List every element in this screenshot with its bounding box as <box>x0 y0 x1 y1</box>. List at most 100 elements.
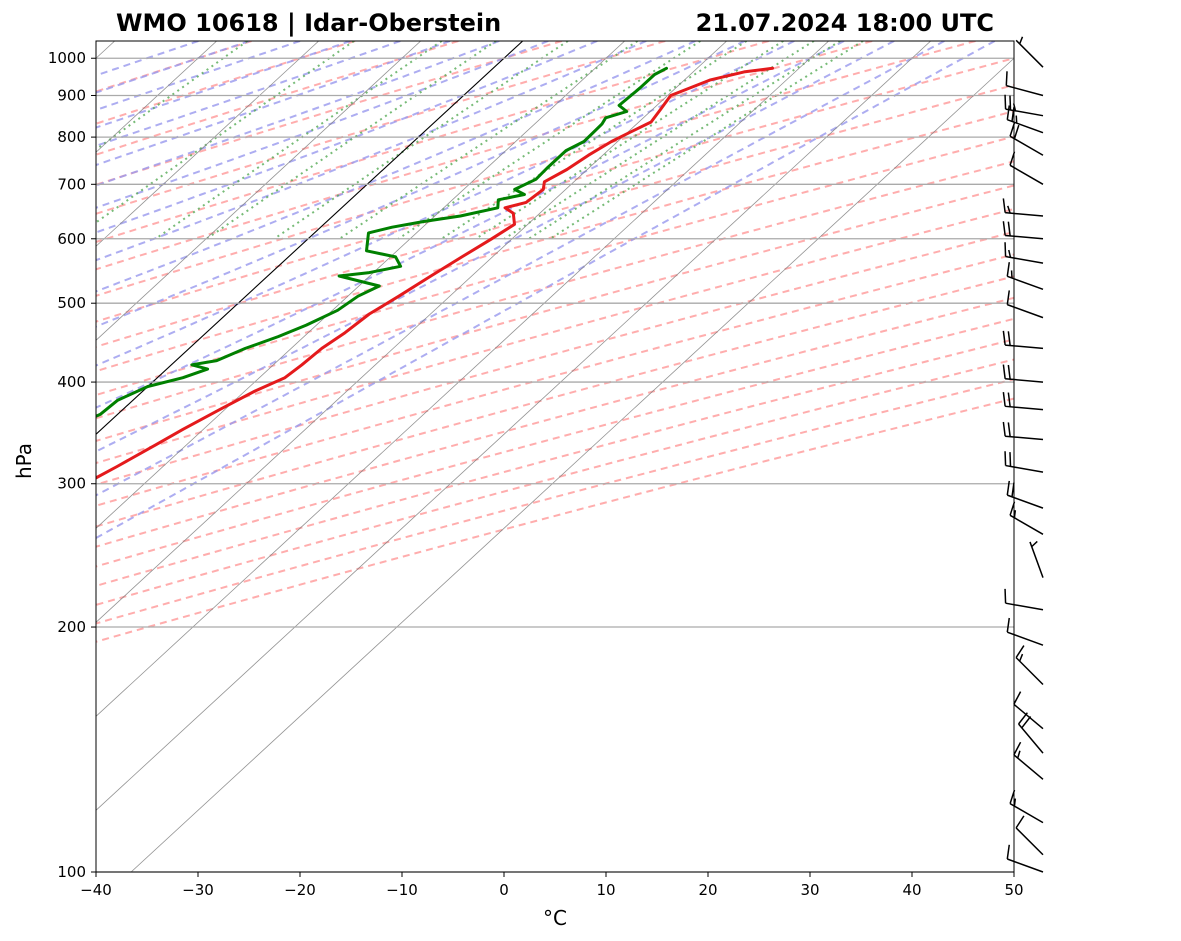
isotherm <box>96 41 319 247</box>
isotherm <box>96 41 829 717</box>
y-tick-label: 100 <box>57 863 86 881</box>
wind-barb <box>1002 198 1044 217</box>
wind-barb <box>1015 36 1044 68</box>
x-tick-label: −40 <box>80 881 112 899</box>
wind-barb <box>1002 221 1044 240</box>
wind-barb <box>1006 105 1044 134</box>
x-tick-label: 10 <box>596 881 615 899</box>
y-tick-label: 400 <box>57 373 86 391</box>
wind-barb <box>1004 451 1044 473</box>
mixing-ratio-line <box>96 41 355 224</box>
dry-adiabat <box>96 296 1014 548</box>
dry-adiabat <box>96 378 1014 625</box>
dry-adiabat <box>96 57 1014 323</box>
wind-barb <box>1009 122 1044 156</box>
sounding-profiles <box>96 66 775 480</box>
pressure-gridlines <box>96 57 1014 873</box>
mixing-ratio-line <box>338 41 638 240</box>
wind-barb <box>1009 501 1044 535</box>
moist-adiabat <box>96 41 895 453</box>
dry-adiabat <box>96 397 1014 643</box>
moist-adiabat <box>96 41 301 112</box>
isotherm <box>96 41 727 623</box>
isotherm <box>130 57 1014 872</box>
wind-barb <box>1005 71 1044 97</box>
dry-adiabat <box>96 41 873 271</box>
x-axis: −40 −30 −20 −10 0 10 20 30 40 50 <box>80 872 1024 899</box>
isotherm <box>96 41 421 341</box>
x-tick-label: −10 <box>386 881 418 899</box>
wind-barb <box>1006 262 1044 291</box>
dry-adiabat <box>96 184 1014 442</box>
wind-barb <box>1002 364 1044 383</box>
wind-barb <box>1017 712 1044 754</box>
wind-barb <box>1029 540 1044 578</box>
x-tick-label: 40 <box>902 881 921 899</box>
wind-barb <box>1002 392 1044 411</box>
wind-barbs <box>1002 36 1044 873</box>
mixing-ratio-line <box>397 41 701 240</box>
dry-adiabat <box>96 110 1014 373</box>
chart-title-right: 21.07.2024 18:00 UTC <box>696 9 994 37</box>
wind-barb <box>1002 330 1044 350</box>
background-lines <box>96 41 1014 872</box>
dry-adiabat <box>96 41 459 156</box>
zero-isotherm <box>96 41 524 436</box>
y-tick-label: 600 <box>57 230 86 248</box>
y-tick-label: 500 <box>57 294 86 312</box>
wind-barb <box>1004 242 1044 264</box>
dry-adiabat <box>96 41 976 297</box>
dry-adiabat <box>96 41 769 244</box>
x-axis-label: °C <box>543 906 567 930</box>
wind-barb <box>1015 815 1044 856</box>
y-tick-label: 900 <box>57 86 86 104</box>
moist-adiabat <box>96 41 451 167</box>
x-tick-label: −20 <box>284 881 316 899</box>
x-tick-label: 20 <box>698 881 717 899</box>
wind-barb <box>1004 588 1044 611</box>
y-tick-label: 1000 <box>48 49 86 67</box>
x-tick-label: 0 <box>499 881 509 899</box>
wind-barb <box>1006 290 1044 319</box>
wind-barb <box>1004 94 1044 117</box>
dry-adiabat <box>96 317 1014 568</box>
isotherm <box>96 41 931 811</box>
mixing-ratio-line <box>206 41 497 240</box>
wind-barb <box>1006 617 1044 646</box>
x-tick-label: 30 <box>800 881 819 899</box>
mixing-ratio-line <box>475 41 784 240</box>
y-axis: 100 200 300 400 500 600 700 800 900 1000 <box>48 49 96 881</box>
wind-barb <box>1009 151 1044 185</box>
moist-adiabat <box>96 41 945 497</box>
mixing-ratio-line <box>441 41 748 240</box>
x-tick-label: 50 <box>1004 881 1023 899</box>
wind-barb <box>1002 421 1044 441</box>
wind-barb <box>1013 741 1044 780</box>
mixing-ratio-line <box>549 41 864 240</box>
moist-adiabat <box>96 41 746 328</box>
moist-adiabat <box>96 41 696 293</box>
y-tick-label: 300 <box>57 475 86 493</box>
chart-title-left: WMO 10618 | Idar-Oberstein <box>116 9 501 37</box>
wind-barb <box>1013 691 1044 730</box>
wind-barb <box>1006 844 1044 873</box>
isotherm <box>96 41 625 529</box>
y-tick-label: 800 <box>57 128 86 146</box>
wind-barb <box>1015 645 1044 686</box>
dry-adiabat <box>96 41 666 215</box>
moist-adiabat <box>96 41 647 262</box>
dry-adiabat <box>96 84 1014 348</box>
mixing-ratio-line <box>528 41 841 240</box>
y-tick-label: 700 <box>57 175 86 193</box>
y-axis-label: hPa <box>12 443 36 479</box>
x-tick-label: −30 <box>182 881 214 899</box>
mixing-ratio-line <box>155 41 443 240</box>
wind-barb <box>1006 480 1044 509</box>
moist-adiabat <box>96 41 549 209</box>
moist-adiabat <box>96 41 795 367</box>
y-tick-label: 200 <box>57 618 86 636</box>
plot-frame <box>95 40 1015 873</box>
wind-barb <box>1009 789 1044 824</box>
dewpoint-profile <box>96 66 668 418</box>
